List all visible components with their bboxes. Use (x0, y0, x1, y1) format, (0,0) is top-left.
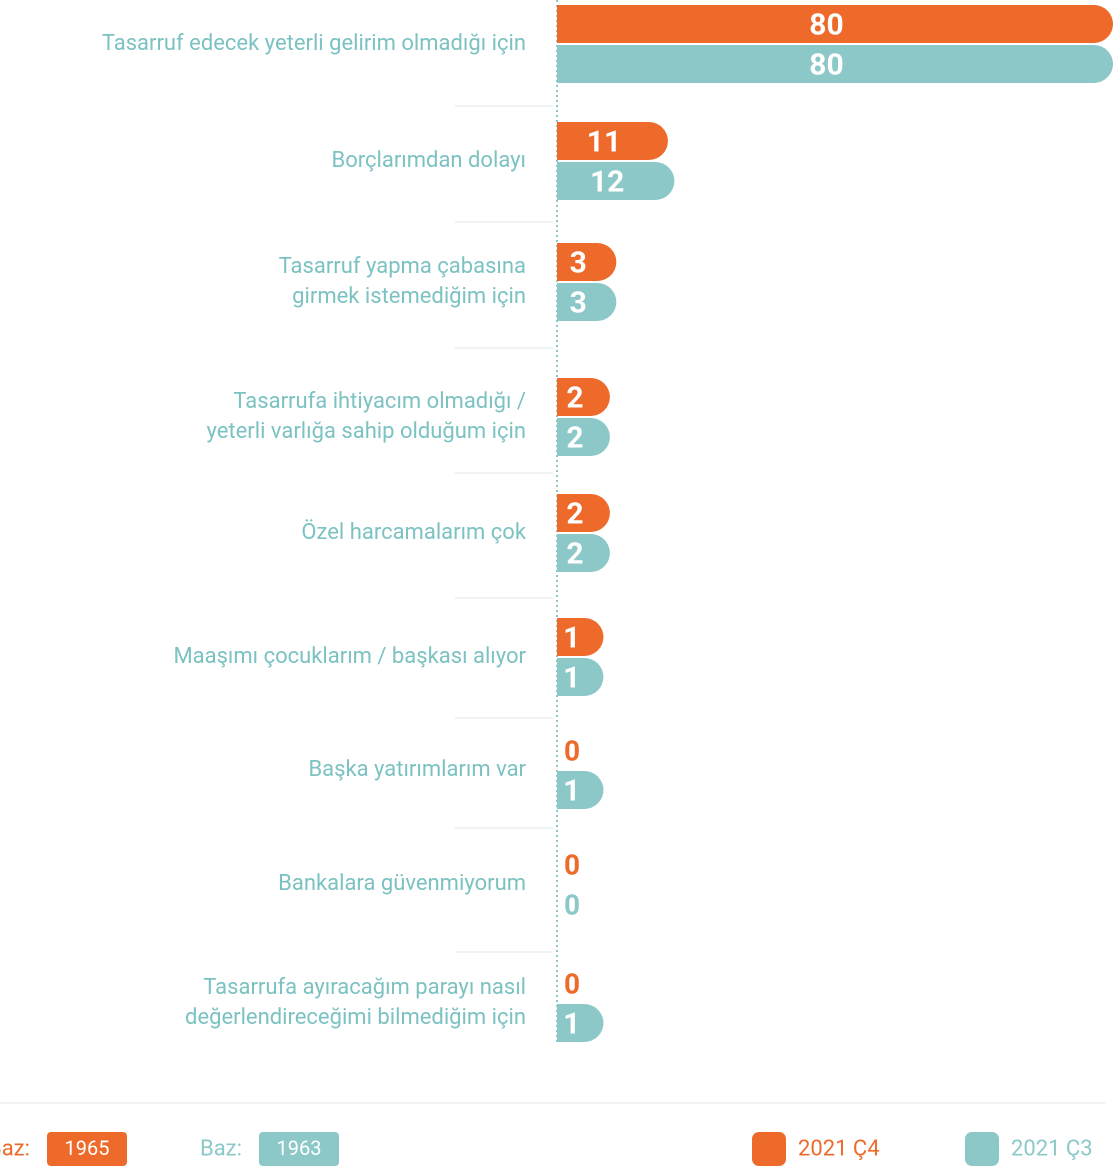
value-label: 0 (564, 849, 580, 882)
base-label: Baz: (200, 1137, 242, 1162)
value-label: 80 (809, 48, 843, 83)
bar (557, 1004, 604, 1042)
value-label: 11 (587, 125, 621, 160)
value-label: 0 (564, 968, 580, 1001)
base-box (47, 1132, 127, 1166)
category-label: Tasarruf edecek yeterli gelirim olmadığı… (101, 31, 526, 56)
value-label: 1 (563, 774, 580, 809)
legend-label: 2021 Ç4 (798, 1137, 880, 1162)
value-label: 1 (563, 621, 580, 656)
bar (557, 771, 604, 809)
bar (557, 378, 610, 416)
value-label: 2 (566, 381, 583, 416)
bar (557, 283, 617, 321)
value-label: 1 (563, 1007, 580, 1042)
value-label: 1 (563, 661, 580, 696)
value-label: 0 (564, 889, 580, 922)
category-label: Tasarruf yapma çabasına girmek istemediğ… (278, 254, 526, 309)
base-value: 1963 (277, 1136, 322, 1160)
base-value: 1965 (65, 1136, 110, 1160)
category-label: Borçlarımdan dolayı (331, 148, 526, 173)
value-label: 2 (566, 421, 583, 456)
category-label: Tasarrufa ihtiyacım olmadığı / yeterli v… (206, 389, 526, 444)
category-label: Özel harcamalarım çok (301, 520, 526, 545)
legend-label: 2021 Ç3 (1011, 1137, 1093, 1162)
bar (557, 534, 610, 572)
category-label: Maaşımı çocuklarım / başkası alıyor (173, 644, 526, 669)
category-label: Başka yatırımlarım var (308, 757, 526, 782)
legend-swatch (752, 1132, 786, 1166)
category-label: Tasarrufa ayıracağım parayı nasıl değerl… (185, 975, 526, 1030)
base-label: Baz: (0, 1137, 30, 1162)
base-box (259, 1132, 339, 1166)
bar (557, 494, 610, 532)
legend-swatch (965, 1132, 999, 1166)
value-label: 80 (809, 8, 843, 43)
value-label: 2 (566, 497, 583, 532)
value-label: 3 (570, 286, 587, 321)
bar (557, 243, 617, 281)
bar (557, 5, 1113, 43)
bar (557, 122, 668, 160)
category-label: Bankalara güvenmiyorum (278, 871, 526, 896)
bar (557, 45, 1113, 83)
bar (557, 162, 675, 200)
bar (557, 658, 604, 696)
value-label: 0 (564, 735, 580, 768)
value-label: 12 (590, 165, 624, 200)
bar (557, 418, 610, 456)
value-label: 3 (570, 246, 587, 281)
value-label: 2 (566, 537, 583, 572)
bar (557, 618, 604, 656)
